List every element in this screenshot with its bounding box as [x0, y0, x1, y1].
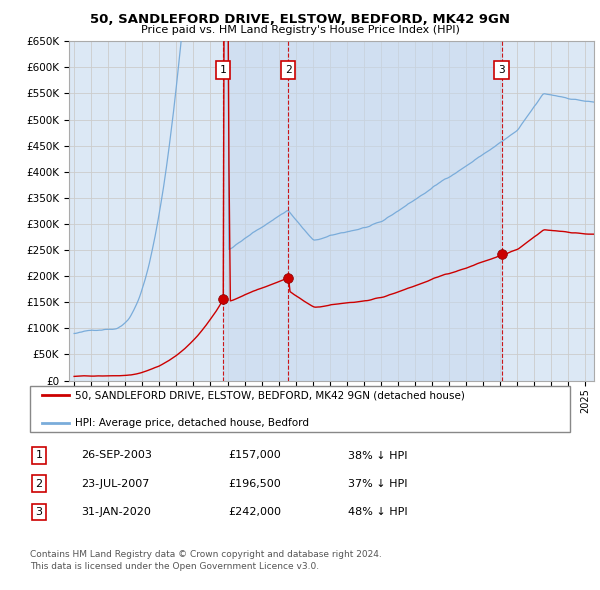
Text: 2: 2 [35, 479, 43, 489]
Text: 31-JAN-2020: 31-JAN-2020 [81, 507, 151, 517]
Bar [288, 41, 502, 381]
Text: 3: 3 [35, 507, 43, 517]
Text: Price paid vs. HM Land Registry's House Price Index (HPI): Price paid vs. HM Land Registry's House … [140, 25, 460, 35]
Text: 26-SEP-2003: 26-SEP-2003 [81, 451, 152, 460]
Text: 3: 3 [498, 65, 505, 75]
Text: HPI: Average price, detached house, Bedford: HPI: Average price, detached house, Bedf… [75, 418, 309, 428]
Text: 1: 1 [35, 451, 43, 460]
Text: 23-JUL-2007: 23-JUL-2007 [81, 479, 149, 489]
Text: £242,000: £242,000 [228, 507, 281, 517]
Text: 37% ↓ HPI: 37% ↓ HPI [348, 479, 407, 489]
Bar [223, 41, 288, 381]
Text: Contains HM Land Registry data © Crown copyright and database right 2024.: Contains HM Land Registry data © Crown c… [30, 550, 382, 559]
Text: 50, SANDLEFORD DRIVE, ELSTOW, BEDFORD, MK42 9GN (detached house): 50, SANDLEFORD DRIVE, ELSTOW, BEDFORD, M… [75, 391, 465, 400]
Text: 2: 2 [285, 65, 292, 75]
Text: This data is licensed under the Open Government Licence v3.0.: This data is licensed under the Open Gov… [30, 562, 319, 571]
Text: £157,000: £157,000 [228, 451, 281, 460]
Text: 38% ↓ HPI: 38% ↓ HPI [348, 451, 407, 460]
Text: 48% ↓ HPI: 48% ↓ HPI [348, 507, 407, 517]
Text: 1: 1 [220, 65, 226, 75]
Text: 50, SANDLEFORD DRIVE, ELSTOW, BEDFORD, MK42 9GN: 50, SANDLEFORD DRIVE, ELSTOW, BEDFORD, M… [90, 13, 510, 26]
Text: £196,500: £196,500 [228, 479, 281, 489]
